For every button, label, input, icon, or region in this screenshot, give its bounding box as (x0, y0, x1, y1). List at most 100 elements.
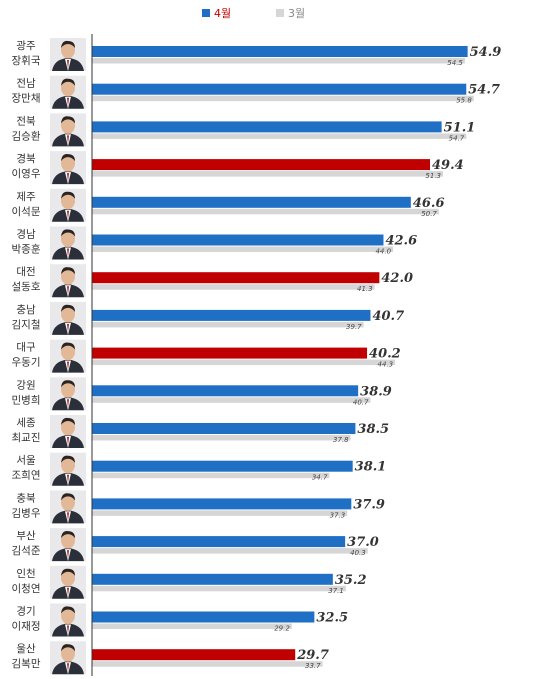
avatar-tie (67, 361, 69, 371)
avatar-tie (67, 512, 69, 522)
avatar (50, 151, 86, 185)
avatar-hair (61, 229, 75, 237)
value-label-previous: 54.5 (447, 59, 463, 67)
value-label-current: 54.7 (468, 83, 500, 98)
avatar-face (61, 493, 75, 511)
bar-current (92, 272, 380, 284)
avatar-tie (67, 550, 69, 560)
bar-current (92, 573, 333, 585)
candidate-name: 장휘국 (12, 55, 41, 67)
candidate-name: 박종훈 (12, 243, 41, 256)
candidate-name: 이청연 (12, 583, 41, 595)
avatar-hair (61, 78, 75, 86)
value-label-current: 49.4 (432, 158, 464, 173)
region-label: 충남 (16, 304, 36, 316)
avatar-face (61, 607, 75, 624)
candidate-name: 이석문 (12, 206, 41, 218)
bar-previous (92, 661, 323, 667)
chart-rows: 광주장휘국54.954.5전남장만채54.755.8전북김승환51.154.7경… (12, 38, 502, 675)
bar-current (92, 234, 384, 246)
avatar (50, 415, 86, 448)
avatar (50, 528, 86, 562)
bar-previous (92, 95, 474, 102)
bar-current (92, 385, 359, 397)
candidate-name: 민병희 (12, 394, 41, 406)
avatar (50, 490, 86, 524)
bar-previous (92, 321, 364, 328)
avatar-face (61, 456, 75, 474)
region-label: 전남 (16, 78, 36, 90)
avatar-tie (67, 286, 69, 296)
region-label: 경기 (16, 605, 35, 618)
bar-current (92, 46, 468, 57)
region-label: 부산 (16, 530, 36, 542)
value-label-previous: 54.7 (449, 134, 465, 142)
value-label-previous: 40.7 (353, 398, 369, 406)
bar-previous (92, 133, 467, 139)
value-label-previous: 41.3 (357, 285, 373, 293)
value-label-current: 38.5 (357, 422, 389, 437)
bar-previous (92, 359, 396, 366)
value-label-previous: 29.2 (274, 625, 290, 633)
avatar-hair (61, 153, 75, 162)
value-label-previous: 37.3 (330, 511, 346, 519)
avatar-face (61, 41, 75, 59)
avatar-hair (61, 116, 75, 124)
value-label-current: 54.9 (470, 45, 502, 60)
bar-previous (92, 58, 465, 64)
region-label: 전북 (16, 115, 36, 127)
avatar-tie (67, 323, 69, 333)
value-label-previous: 37.8 (333, 436, 349, 444)
legend-label-current: 4월 (214, 7, 231, 20)
avatar-hair (61, 644, 75, 652)
avatar (50, 38, 86, 71)
bar-previous (92, 246, 394, 252)
region-label: 대구 (16, 342, 36, 354)
avatar (50, 452, 86, 486)
bar-previous (92, 510, 348, 516)
avatar-tie (67, 97, 69, 107)
avatar-tie (67, 135, 69, 145)
bar-previous (92, 585, 346, 592)
bar-current (92, 536, 346, 548)
region-label: 서울 (16, 455, 36, 467)
region-label: 경남 (16, 228, 36, 241)
avatar-tie (67, 437, 69, 446)
avatar-face (61, 380, 75, 398)
avatar-tie (67, 60, 69, 69)
region-label: 광주 (16, 40, 36, 52)
candidate-name: 김복만 (12, 658, 41, 670)
avatar-tie (67, 625, 69, 635)
avatar-hair (61, 380, 75, 388)
candidate-name: 김지철 (12, 319, 41, 331)
bar-previous (92, 435, 351, 441)
bar-previous (92, 284, 375, 290)
region-label: 경북 (16, 152, 36, 165)
avatar-tie (67, 587, 69, 597)
bar-current (92, 159, 430, 171)
avatar-hair (61, 40, 75, 48)
bar-previous (92, 171, 443, 177)
value-label-previous: 37.1 (328, 587, 344, 595)
avatar-tie (67, 474, 69, 484)
avatar (50, 377, 86, 411)
region-label: 강원 (16, 379, 35, 391)
value-label-previous: 34.7 (312, 474, 328, 482)
region-label: 제주 (16, 191, 36, 203)
avatar-face (61, 569, 75, 587)
candidate-name: 최교진 (12, 432, 41, 444)
avatar-face (61, 192, 75, 210)
value-label-current: 42.0 (381, 271, 413, 286)
region-label: 충북 (16, 492, 36, 504)
bar-current (92, 196, 411, 208)
candidate-name: 설동호 (12, 281, 41, 293)
